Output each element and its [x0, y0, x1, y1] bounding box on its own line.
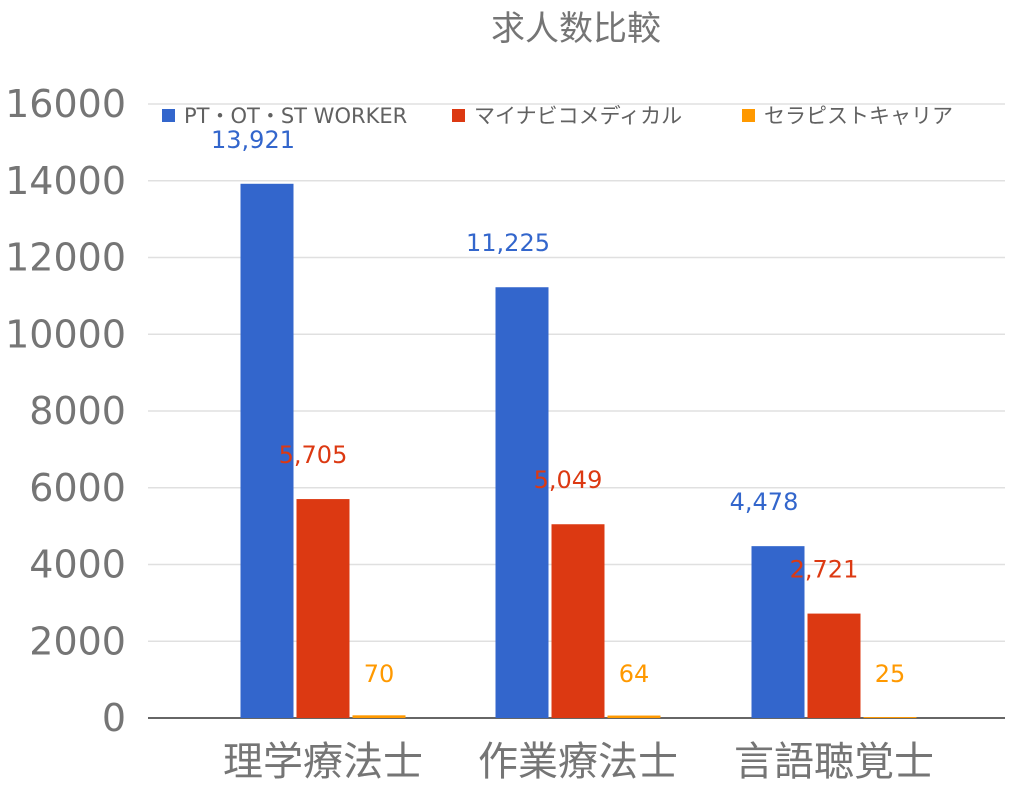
data-label: 4,478 — [730, 488, 799, 516]
bar — [607, 715, 661, 718]
data-labels: 13,921 5,705 70 11,225 5,049 64 4,478 2,721 25 — [211, 126, 905, 688]
y-tick-label: 6000 — [29, 466, 126, 510]
y-tick-label: 8000 — [29, 389, 126, 433]
x-tick-label: 言語聴覚士 — [734, 739, 934, 783]
bar — [551, 524, 605, 718]
data-label: 13,921 — [211, 126, 295, 154]
data-label: 5,705 — [279, 441, 348, 469]
legend: PT・OT・ST WORKER マイナビコメディカル セラピストキャリア — [162, 104, 953, 128]
data-label: 70 — [364, 660, 395, 688]
x-axis-ticks: 理学療法士 作業療法士 言語聴覚士 — [223, 739, 934, 785]
chart-title: 求人数比較 — [491, 9, 661, 49]
y-tick-label: 16000 — [5, 82, 126, 126]
bar — [751, 546, 805, 718]
y-tick-label: 0 — [102, 696, 126, 740]
data-label: 25 — [875, 660, 906, 688]
data-label: 11,225 — [466, 229, 550, 257]
data-label: 2,721 — [790, 556, 859, 584]
bars — [240, 183, 917, 719]
bar — [863, 717, 917, 719]
data-label: 5,049 — [534, 466, 603, 494]
y-tick-label: 12000 — [5, 236, 126, 280]
legend-swatch — [742, 109, 755, 122]
legend-swatch — [162, 109, 175, 122]
y-axis-ticks: 0 2000 4000 6000 8000 10000 12000 14000 16000 — [5, 82, 126, 740]
y-tick-label: 10000 — [5, 312, 126, 356]
legend-label: マイナビコメディカル — [474, 104, 682, 128]
bar — [352, 715, 406, 718]
x-tick-label: 理学療法士 — [223, 739, 423, 783]
bar — [807, 613, 861, 718]
data-label: 64 — [619, 660, 650, 688]
y-tick-label: 4000 — [29, 543, 126, 587]
y-tick-label: 2000 — [29, 619, 126, 663]
legend-swatch — [452, 109, 465, 122]
x-tick-label: 作業療法士 — [478, 739, 678, 783]
y-tick-label: 14000 — [5, 159, 126, 203]
bar — [296, 499, 350, 718]
legend-label: セラピストキャリア — [764, 104, 953, 128]
bar — [240, 183, 294, 719]
legend-label: PT・OT・ST WORKER — [184, 104, 407, 128]
bar — [495, 287, 549, 718]
